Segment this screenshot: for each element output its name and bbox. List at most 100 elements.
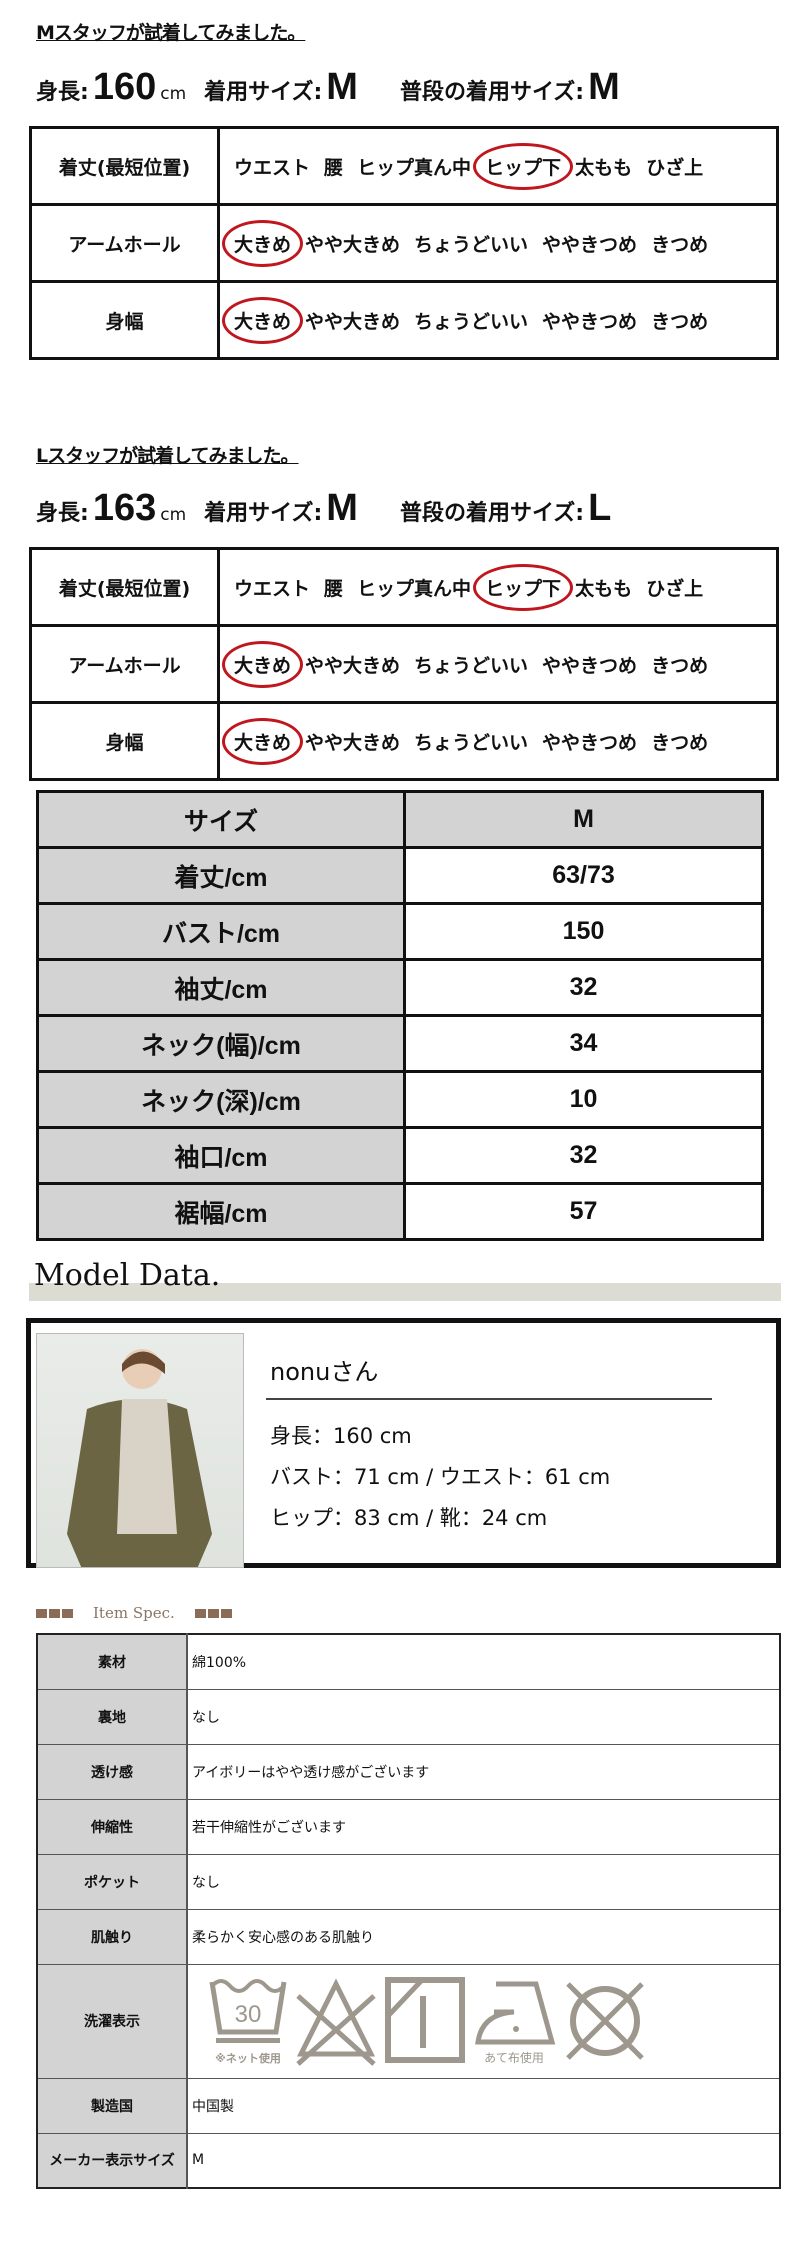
usual-value: M [588, 66, 620, 108]
size-row-value: 32 [403, 958, 764, 1017]
spec-label: 洗濯表示 [36, 1963, 188, 2079]
spec-label: 肌触り [36, 1908, 188, 1965]
m-staff-fit-table: 着丈(最短位置) ウエスト腰ヒップ真ん中 ヒップ下 太もも ひざ上 アームホール 大きめ やや… [29, 126, 779, 360]
care-symbols: 30 ※ネット使用 あて布使用 [186, 1963, 781, 2079]
option: ヒップ真ん中 [357, 156, 472, 179]
l-staff-stats: 身長: 163 cm 着用サイズ: M 普段の着用サイズ: L [36, 487, 611, 530]
spec-value: 若干伸縮性がございます [186, 1798, 781, 1855]
no-dry-clean-icon [566, 1982, 644, 2060]
size-row-label: 着丈/cm [36, 846, 406, 905]
fit-row-label: 身幅 [29, 701, 220, 781]
selected-option: 大きめ [221, 640, 304, 688]
fit-row: 身幅 大きめ やや大きめ ちょうどいい ややきつめ きつめ [29, 280, 779, 360]
worn-value: M [326, 487, 358, 529]
model-hip-shoe: ヒップ：83 cm / 靴：24 cm [270, 1506, 548, 1530]
option: やや大きめ [305, 233, 401, 256]
worn-label: 着用サイズ: [204, 501, 323, 526]
fit-row-label: 着丈(最短位置) [29, 547, 220, 627]
decor-squares [36, 1608, 73, 1618]
option: ちょうどいい [414, 731, 529, 754]
spec-value: 柔らかく安心感のある肌触り [186, 1908, 781, 1965]
option: ウエスト [234, 577, 311, 600]
size-row: 着丈/cm 63/73 [36, 846, 764, 905]
l-staff-fit-table: 着丈(最短位置) ウエスト腰ヒップ真ん中 ヒップ下 太もも ひざ上 アームホール 大きめ やや… [29, 547, 779, 781]
model-data-box [26, 1318, 781, 1568]
size-row-label: ネック(深)/cm [36, 1070, 406, 1129]
size-row-value: 32 [403, 1126, 764, 1185]
option: やや大きめ [305, 654, 401, 677]
selected-option: ヒップ下 [473, 563, 574, 611]
option: ややきつめ [542, 233, 638, 256]
spec-label: 製造国 [36, 2077, 188, 2134]
wash-30-icon: 30 ※ネット使用 [209, 1978, 287, 2065]
spec-value: なし [186, 1688, 781, 1745]
size-row: 袖口/cm 32 [36, 1126, 764, 1185]
size-row-label: バスト/cm [36, 902, 406, 961]
option: ちょうどいい [414, 233, 529, 256]
fit-row-label: アームホール [29, 203, 220, 283]
option: きつめ [651, 233, 709, 256]
spec-row: 透け感 アイボリーはやや透け感がございます [36, 1743, 781, 1800]
fit-options: 大きめ やや大きめ ちょうどいい ややきつめ きつめ [217, 280, 779, 360]
spec-value: 綿100% [186, 1633, 781, 1690]
height-value: 160 [92, 66, 157, 108]
size-row: ネック(幅)/cm 34 [36, 1014, 764, 1073]
selected-option: 大きめ [221, 219, 304, 267]
option: ややきつめ [542, 731, 638, 754]
fit-row-label: 身幅 [29, 280, 220, 360]
model-height: 身長：160 cm [270, 1424, 412, 1448]
usual-label: 普段の着用サイズ: [399, 501, 585, 526]
spec-label: 伸縮性 [36, 1798, 188, 1855]
item-spec-title: Item Spec. [93, 1604, 175, 1622]
option: きつめ [651, 731, 709, 754]
wash-temp: 30 [235, 2001, 262, 2028]
iron-note: あて布使用 [484, 2050, 544, 2065]
spec-value: アイボリーはやや透け感がございます [186, 1743, 781, 1800]
spec-row: 洗濯表示 30 ※ネット使用 あて布使用 [36, 1963, 781, 2079]
size-row-label: 袖口/cm [36, 1126, 406, 1185]
l-staff-title: Lスタッフが試着してみました。 [36, 445, 300, 467]
option: 腰 [324, 577, 344, 600]
size-header-value: M [403, 790, 764, 849]
fit-row-label: 着丈(最短位置) [29, 126, 220, 206]
selected-option: 大きめ [221, 717, 304, 765]
spec-row: 製造国 中国製 [36, 2077, 781, 2134]
height-unit: cm [160, 505, 187, 525]
option: ちょうどいい [414, 310, 529, 333]
size-header-row: サイズ M [36, 790, 764, 849]
spec-label: 素材 [36, 1633, 188, 1690]
fit-options: 大きめ やや大きめ ちょうどいい ややきつめ きつめ [217, 624, 779, 704]
size-row-label: 袖丈/cm [36, 958, 406, 1017]
selected-option: ヒップ下 [473, 142, 574, 190]
size-row-value: 57 [403, 1182, 764, 1241]
spec-value: M [186, 2132, 781, 2189]
size-row: ネック(深)/cm 10 [36, 1070, 764, 1129]
fit-row: アームホール 大きめ やや大きめ ちょうどいい ややきつめ きつめ [29, 203, 779, 283]
spec-row: メーカー表示サイズ M [36, 2132, 781, 2189]
option: ヒップ真ん中 [357, 577, 472, 600]
size-row-value: 150 [403, 902, 764, 961]
item-spec-table: 素材 綿100% 裏地 なし 透け感 アイボリーはやや透け感がございます 伸縮性 若干伸縮性が… [36, 1633, 781, 2189]
option: やや大きめ [305, 731, 401, 754]
size-row-value: 10 [403, 1070, 764, 1129]
spec-label: 裏地 [36, 1688, 188, 1745]
size-row-value: 34 [403, 1014, 764, 1073]
size-row-label: 裾幅/cm [36, 1182, 406, 1241]
fit-row-label: アームホール [29, 624, 220, 704]
fit-row: アームホール 大きめ やや大きめ ちょうどいい ややきつめ きつめ [29, 624, 779, 704]
wash-note: ※ネット使用 [215, 2051, 281, 2065]
height-value: 163 [92, 487, 157, 529]
option: やや大きめ [305, 310, 401, 333]
height-unit: cm [160, 84, 187, 104]
spec-value: 中国製 [186, 2077, 781, 2134]
no-bleach-icon [296, 1978, 376, 2066]
fit-options: ウエスト腰ヒップ真ん中 ヒップ下 太もも ひざ上 [217, 126, 779, 206]
line-dry-shade-icon [385, 1977, 465, 2063]
divider [266, 1398, 712, 1400]
option: ひざ上 [646, 156, 704, 179]
option: 太もも [575, 156, 633, 179]
model-data-band [29, 1283, 781, 1301]
item-spec-heading: Item Spec. [36, 1604, 232, 1622]
fit-row: 身幅 大きめ やや大きめ ちょうどいい ややきつめ きつめ [29, 701, 779, 781]
option: ひざ上 [646, 577, 704, 600]
